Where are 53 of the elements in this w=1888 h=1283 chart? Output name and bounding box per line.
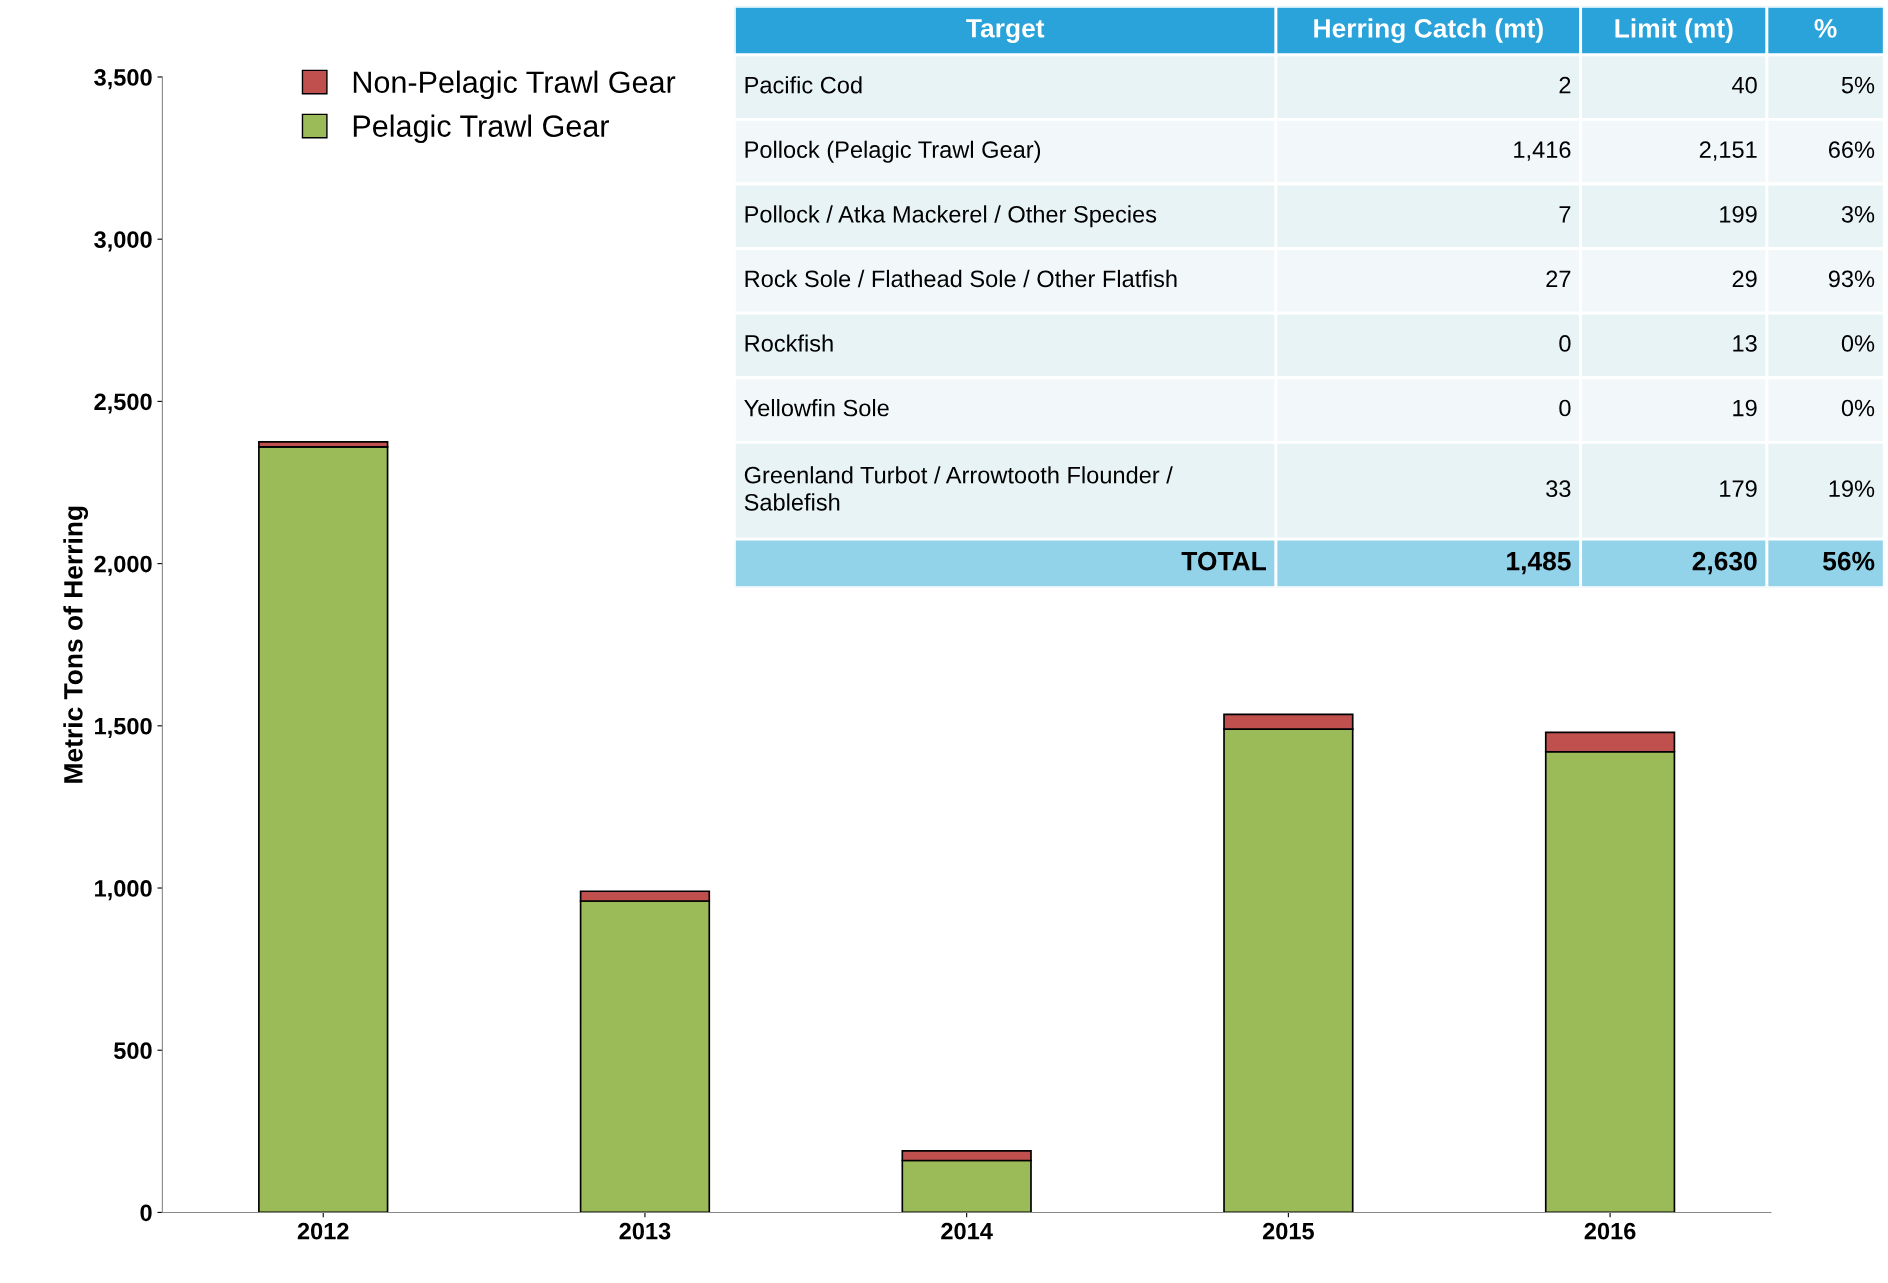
text: 66% xyxy=(1828,141,1875,159)
y-tick-label: 1,500 xyxy=(95,717,152,739)
text: 0 xyxy=(1559,399,1571,417)
y-tick-label: 0 xyxy=(140,1204,152,1222)
y-tick-label: 3,000 xyxy=(94,231,152,252)
y-tick-label: 2,000 xyxy=(94,555,152,576)
text: 56% xyxy=(1823,551,1875,571)
y-tick-label: 1,000 xyxy=(95,880,152,901)
text: 5% xyxy=(1841,76,1875,94)
text: TOTAL xyxy=(1181,551,1266,571)
text: 19 xyxy=(1733,399,1757,417)
text: Yellowfin Sole xyxy=(744,399,889,417)
text: 19% xyxy=(1829,480,1875,498)
x-tick-label: 2013 xyxy=(619,1222,671,1240)
text: Greenland Turbot / Arrowtooth Flounder / Sablefish xyxy=(744,466,1173,511)
x-tick-label: 2014 xyxy=(941,1222,993,1240)
x-tick-label: 2015 xyxy=(1262,1222,1314,1240)
text: 40 xyxy=(1732,76,1757,94)
category-label: Target xyxy=(966,19,1045,43)
text: 13 xyxy=(1733,335,1757,352)
category-label: % xyxy=(1814,19,1837,38)
legend-label: Non-Pelagic Trawl Gear xyxy=(353,70,676,100)
x-tick-label: 2016 xyxy=(1584,1222,1636,1240)
text: 2,630 xyxy=(1692,551,1757,575)
y-tick-label: 500 xyxy=(113,1042,152,1060)
text: 93% xyxy=(1828,270,1875,288)
text: 29 xyxy=(1732,270,1757,288)
text: 2 xyxy=(1559,76,1571,94)
y-tick-label: 3,500 xyxy=(94,69,152,90)
text: Rockfish xyxy=(745,334,833,352)
text: 27 xyxy=(1546,270,1571,287)
legend-label: Pelagic Trawl Gear xyxy=(353,114,609,143)
y-axis-title: Metric Tons of Herring xyxy=(63,506,89,783)
text: 2,151 xyxy=(1699,141,1757,161)
text: Pacific Cod xyxy=(745,76,862,94)
text: Pollock / Atka Mackerel / Other Species xyxy=(745,205,1157,228)
text: 0% xyxy=(1841,335,1875,352)
category-label: Herring Catch (mt) xyxy=(1314,18,1543,43)
text: 199 xyxy=(1720,205,1757,223)
x-tick-label: 2012 xyxy=(297,1222,349,1240)
text: 1,485 xyxy=(1507,551,1571,575)
text: 0% xyxy=(1841,399,1875,417)
text: 1,416 xyxy=(1514,141,1571,161)
text: 0 xyxy=(1559,335,1571,352)
text: 3% xyxy=(1841,205,1875,223)
text: 7 xyxy=(1559,206,1571,223)
text: Pollock (Pelagic Trawl Gear) xyxy=(745,140,1041,163)
y-tick-label: 2,500 xyxy=(94,393,152,414)
text: Rock Sole / Flathead Sole / Other Flatfish xyxy=(745,269,1177,288)
text: 33 xyxy=(1546,480,1571,498)
bar xyxy=(258,445,389,1213)
category-label: Limit (mt) xyxy=(1615,18,1733,43)
text: 179 xyxy=(1720,480,1757,498)
